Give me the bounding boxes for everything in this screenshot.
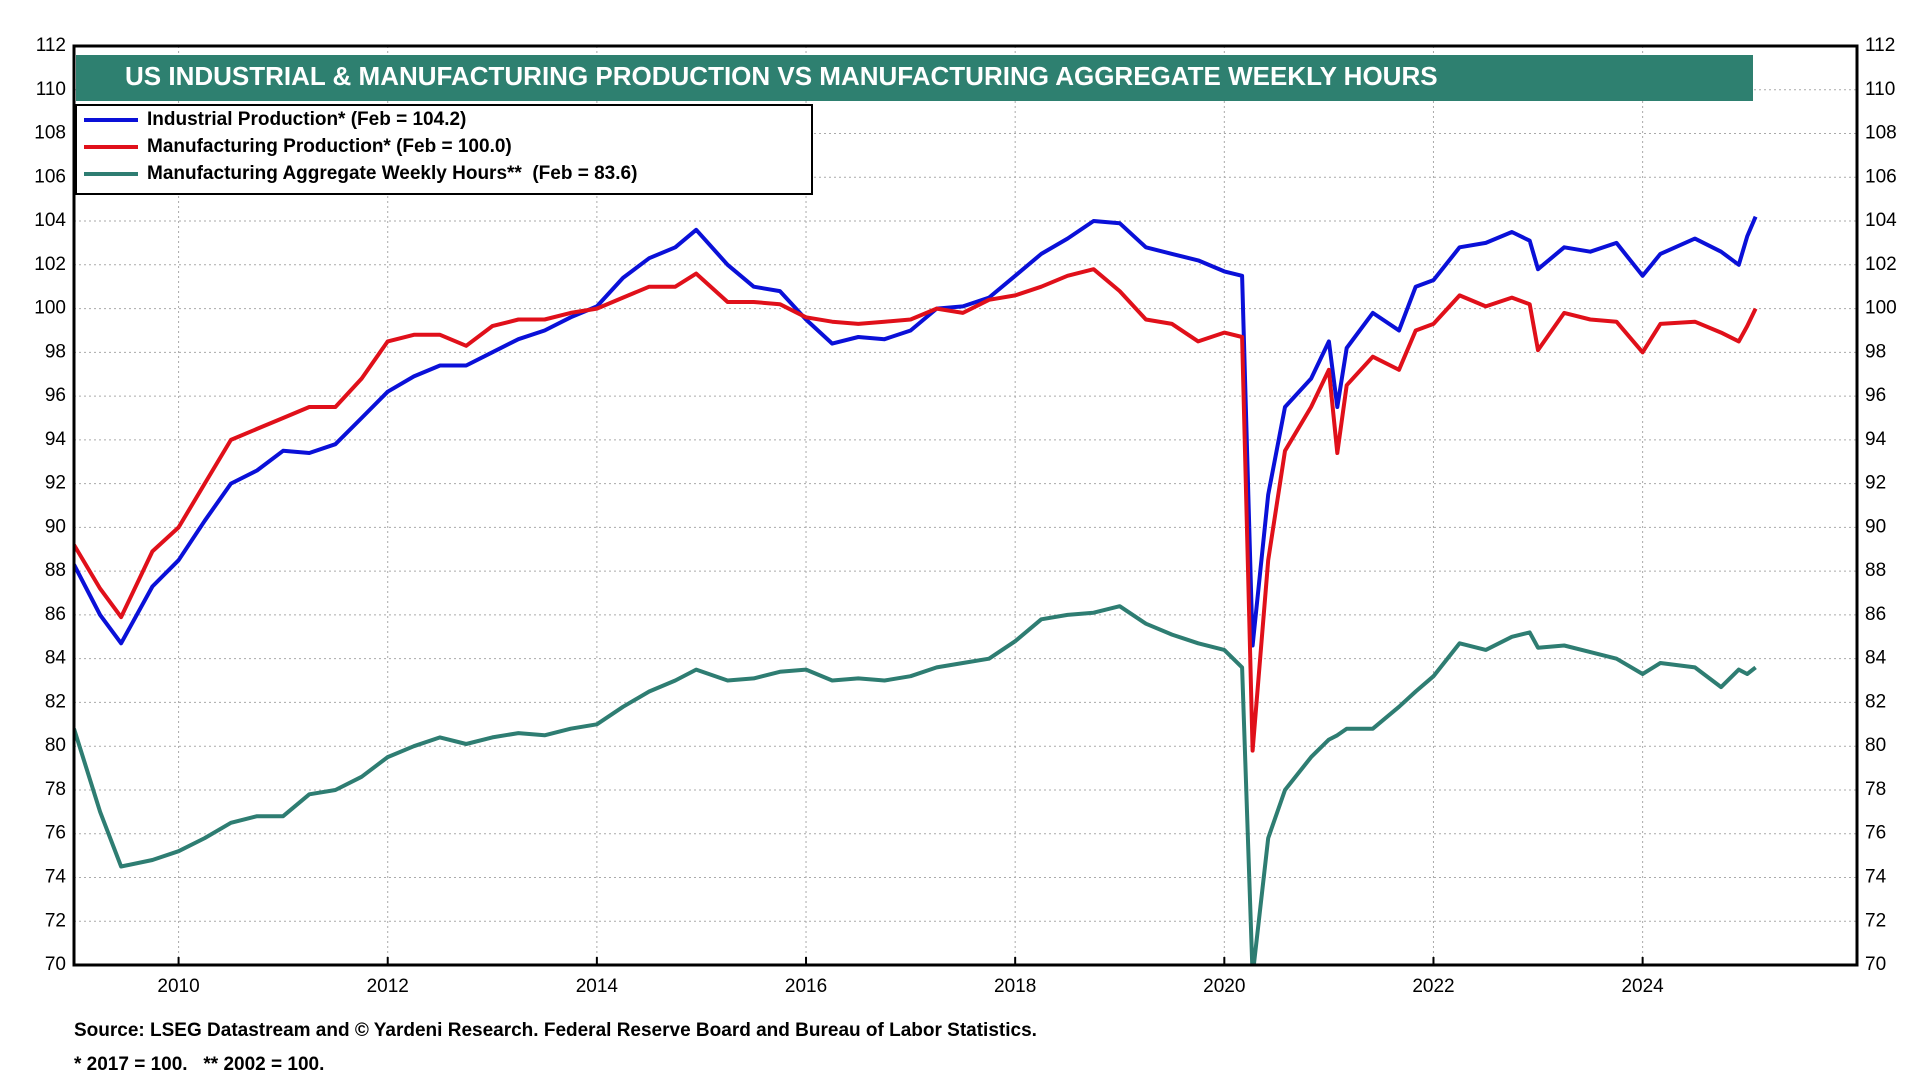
y-tick-label: 94 xyxy=(45,429,67,450)
y-tick-label: 90 xyxy=(45,516,66,537)
x-tick-label: 2010 xyxy=(157,976,199,997)
y2-tick-label: 96 xyxy=(1865,385,1886,406)
y2-tick-label: 76 xyxy=(1865,823,1886,844)
y2-tick-label: 110 xyxy=(1865,79,1895,100)
axes: 70 70 72 72 74 74 76 76 78 78 80 80 82 82 84 84 86 86 88 88… xyxy=(34,35,1897,997)
y2-tick-label: 94 xyxy=(1865,429,1887,450)
y2-tick-label: 82 xyxy=(1865,691,1886,712)
y-tick-label: 86 xyxy=(45,604,66,625)
series-line xyxy=(74,604,1757,965)
y-tick-label: 82 xyxy=(45,691,66,712)
y-tick-label: 104 xyxy=(34,210,66,231)
series-line xyxy=(74,267,1758,753)
x-tick-label: 2018 xyxy=(994,976,1036,997)
y2-tick-label: 88 xyxy=(1865,560,1886,581)
y-tick-label: 84 xyxy=(45,648,67,669)
y2-tick-label: 72 xyxy=(1865,910,1886,931)
legend: Industrial Production* (Feb = 104.2) Manu… xyxy=(84,109,637,184)
y-tick-label: 70 xyxy=(45,954,66,975)
x-tick-label: 2016 xyxy=(785,976,827,997)
footnote: * 2017 = 100. ** 2002 = 100. xyxy=(74,1054,324,1075)
y-tick-label: 76 xyxy=(45,823,66,844)
x-tick-label: 2024 xyxy=(1621,976,1664,997)
y2-tick-label: 84 xyxy=(1865,648,1887,669)
y-tick-label: 106 xyxy=(34,166,66,187)
y2-tick-label: 100 xyxy=(1865,298,1897,319)
y2-tick-label: 74 xyxy=(1865,866,1887,887)
y2-tick-label: 104 xyxy=(1865,210,1897,231)
y2-tick-label: 80 xyxy=(1865,735,1886,756)
y2-tick-label: 86 xyxy=(1865,604,1886,625)
y-tick-label: 108 xyxy=(34,123,66,144)
y-tick-label: 100 xyxy=(34,298,66,319)
y2-tick-label: 102 xyxy=(1865,254,1897,275)
y-tick-label: 102 xyxy=(34,254,66,275)
y-tick-label: 74 xyxy=(45,866,67,887)
lines xyxy=(74,215,1758,965)
x-tick-label: 2014 xyxy=(576,976,619,997)
y-tick-label: 96 xyxy=(45,385,66,406)
y2-tick-label: 90 xyxy=(1865,516,1886,537)
title-box xyxy=(76,55,1753,101)
y-tick-label: 98 xyxy=(45,341,66,362)
y-tick-label: 88 xyxy=(45,560,66,581)
legend-label: Industrial Production* (Feb = 104.2) xyxy=(147,109,466,130)
x-tick-label: 2012 xyxy=(367,976,409,997)
y2-tick-label: 108 xyxy=(1865,123,1897,144)
y-tick-label: 78 xyxy=(45,779,66,800)
y-tick-label: 92 xyxy=(45,473,66,494)
y-tick-label: 72 xyxy=(45,910,66,931)
y2-tick-label: 70 xyxy=(1865,954,1886,975)
y2-tick-label: 106 xyxy=(1865,166,1897,187)
chart-title: US INDUSTRIAL & MANUFACTURING PRODUCTION… xyxy=(125,61,1438,91)
y2-tick-label: 92 xyxy=(1865,473,1886,494)
plot-frame xyxy=(72,44,1859,967)
legend-label: Manufacturing Aggregate Weekly Hours** (… xyxy=(147,163,637,184)
x-tick-label: 2022 xyxy=(1412,976,1454,997)
y2-tick-label: 78 xyxy=(1865,779,1886,800)
series-line xyxy=(74,215,1758,648)
legend-label: Manufacturing Production* (Feb = 100.0) xyxy=(147,136,512,157)
y2-tick-label: 98 xyxy=(1865,341,1886,362)
y-tick-label: 110 xyxy=(36,79,66,100)
y-tick-label: 80 xyxy=(45,735,66,756)
y-tick-label: 112 xyxy=(36,35,66,56)
legend-box xyxy=(75,104,813,195)
y2-tick-label: 112 xyxy=(1865,35,1895,56)
source-note: Source: LSEG Datastream and © Yardeni Re… xyxy=(74,1020,1037,1041)
x-tick-label: 2020 xyxy=(1203,976,1245,997)
